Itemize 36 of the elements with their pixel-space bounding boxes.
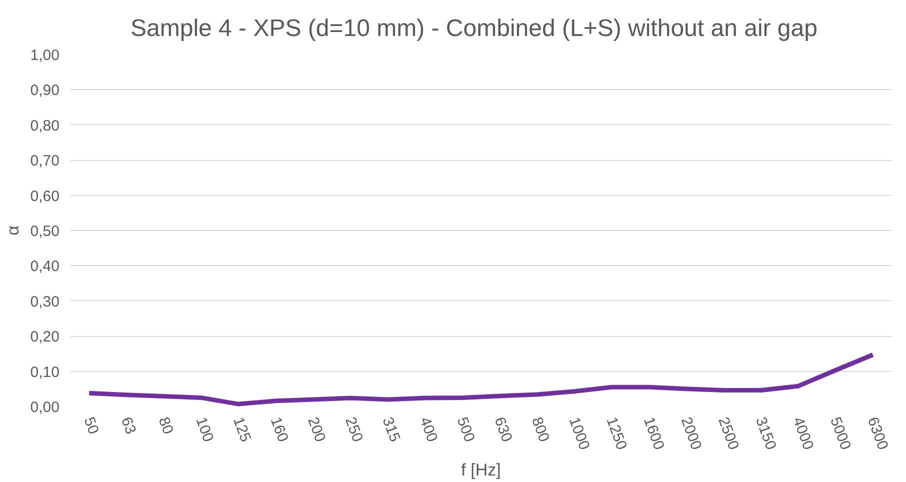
x-tick-label: 125	[230, 414, 254, 444]
x-tick-label: 5000	[826, 414, 854, 452]
y-tick-label: 0,00	[30, 399, 60, 416]
chart-title: Sample 4 - XPS (d=10 mm) - Combined (L+S) without an air gap	[130, 15, 818, 42]
y-tick-label: 0,50	[30, 223, 60, 240]
y-tick-label: 0,60	[30, 188, 60, 205]
y-axis-title: α	[3, 225, 22, 236]
y-tick-label: 0,90	[30, 82, 60, 100]
y-tick-label: 0,40	[30, 258, 60, 276]
y-tick-label: 1,00	[30, 47, 60, 64]
x-tick-label: 1600	[640, 414, 668, 452]
x-tick-label: 63	[118, 414, 140, 436]
x-tick-label: 6300	[864, 414, 892, 452]
y-tick-label: 0,70	[30, 152, 60, 170]
x-tick-label: 3150	[752, 414, 780, 452]
x-tick-label: 250	[341, 414, 366, 444]
x-tick-label: 80	[154, 414, 177, 436]
x-tick-label: 50	[80, 414, 102, 436]
x-tick-label: 2500	[714, 414, 742, 452]
x-tick-label: 2000	[677, 414, 705, 452]
y-tick-label: 0,80	[30, 117, 60, 134]
x-tick-label: 500	[453, 414, 478, 444]
x-tick-label: 200	[304, 414, 329, 444]
x-tick-label: 4000	[789, 414, 817, 452]
y-tick-label: 0,10	[30, 364, 60, 381]
x-tick-label: 315	[378, 414, 404, 444]
x-tick-label: 800	[528, 414, 553, 444]
x-axis-title: f [Hz]	[461, 460, 501, 480]
x-tick-label: 1250	[602, 414, 630, 452]
x-tick-label: 160	[266, 414, 292, 444]
x-tick-label: 400	[416, 414, 441, 444]
x-tick-label: 1000	[565, 414, 593, 452]
y-tick-label: 0,30	[30, 293, 60, 310]
y-tick-label: 0,20	[30, 328, 60, 346]
x-tick-label: 100	[192, 414, 217, 444]
x-tick-label: 630	[490, 414, 516, 444]
